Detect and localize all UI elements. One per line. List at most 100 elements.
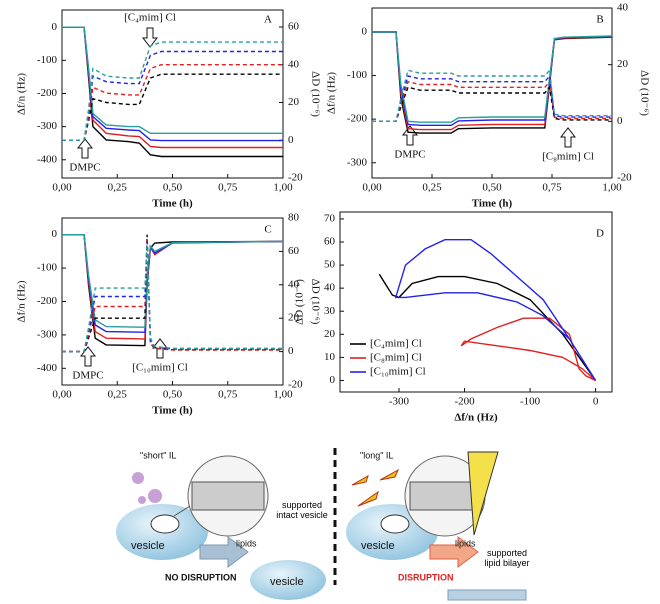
x-tick-label: 0,75 xyxy=(218,182,238,194)
il-molecule xyxy=(379,468,400,481)
long-il-wedge xyxy=(467,451,499,536)
y-tick-label: 20 xyxy=(324,328,336,340)
x-tick-label: 0,50 xyxy=(163,182,183,194)
x-tick-label: 0,75 xyxy=(542,182,562,194)
outcome: NO DISRUPTION xyxy=(165,572,237,582)
x-tick-label: 1,00 xyxy=(602,182,622,194)
label: supported lipid bilayer xyxy=(484,548,530,568)
x-tick-label: 0,50 xyxy=(163,389,183,401)
y-tick-label: -100 xyxy=(347,69,368,81)
y2-tick-label: 40 xyxy=(288,58,300,70)
y-tick-label: -100 xyxy=(37,54,58,66)
y2-tick-label: 20 xyxy=(288,312,300,324)
y-tick-label: 0 xyxy=(362,26,368,38)
x-tick-label: 0,25 xyxy=(108,389,128,401)
series-line xyxy=(62,26,283,158)
y2-tick-label: -20 xyxy=(617,172,632,184)
x-tick-label: 0,50 xyxy=(482,182,502,194)
series-line xyxy=(372,85,612,122)
schematic: "short" IL lipids vesicle supported inta… xyxy=(116,448,530,601)
plot-frame xyxy=(61,9,284,179)
legend-label: [C₄mim] Cl xyxy=(370,338,422,350)
arrow xyxy=(429,536,479,568)
y-tick-label: 60 xyxy=(324,236,336,248)
magnified-spot xyxy=(380,514,410,534)
outcome: DISRUPTION xyxy=(398,572,454,582)
y2-tick-label: -20 xyxy=(288,379,303,391)
annotation: DMPC xyxy=(69,162,100,174)
y-tick-label: -100 xyxy=(37,262,58,274)
series-line xyxy=(460,317,597,382)
series-line xyxy=(372,80,612,122)
x-axis-label: Time (h) xyxy=(472,198,513,210)
label: vesicle xyxy=(270,576,304,588)
y-axis-label: Δf/n (Hz) xyxy=(16,73,28,116)
x-tick-label: 0,00 xyxy=(52,182,72,194)
x-axis-label: Δf/n (Hz) xyxy=(454,412,498,424)
label: lipids xyxy=(455,538,476,548)
y-tick-label: 40 xyxy=(324,282,336,294)
x-tick-label: -300 xyxy=(389,396,410,408)
y-tick-label: -300 xyxy=(347,156,368,168)
series-line xyxy=(62,73,283,141)
y-tick-label: 0 xyxy=(330,374,336,386)
y2-tick-label: 40 xyxy=(288,278,300,290)
panel-letter: B xyxy=(596,14,603,26)
il-cluster xyxy=(138,496,146,504)
annotation: DMPC xyxy=(72,370,103,382)
label-box: supported intact vesicle xyxy=(276,500,328,520)
label: "short" IL xyxy=(140,450,176,460)
magnified-spot xyxy=(150,514,180,534)
annotation-arrow xyxy=(401,125,419,146)
x-axis-label: Time (h) xyxy=(152,405,193,417)
il-molecule xyxy=(357,490,379,507)
il-molecule xyxy=(351,474,369,486)
y2-tick-label: 80 xyxy=(288,212,300,224)
plot-frame xyxy=(339,211,613,393)
series-line xyxy=(62,241,283,353)
y-tick-label: 10 xyxy=(324,351,336,363)
y2-tick-label: 0 xyxy=(288,134,294,146)
y-tick-label: -300 xyxy=(37,120,58,132)
y-tick-label: 70 xyxy=(324,212,336,224)
label: vesicle xyxy=(361,540,395,552)
panel-letter: A xyxy=(264,14,272,26)
label-box: supported lipid bilayer xyxy=(484,548,530,568)
x-tick-label: 0,25 xyxy=(108,182,128,194)
x-tick-label: 1,00 xyxy=(273,389,293,401)
y-tick-label: -200 xyxy=(347,113,368,125)
x-tick-label: 0,00 xyxy=(362,182,382,194)
y2-tick-label: 60 xyxy=(288,245,300,257)
annotation-arrow xyxy=(79,346,97,367)
series-line xyxy=(62,244,283,353)
y2-tick-label: 40 xyxy=(617,2,629,14)
label: "long" IL xyxy=(360,450,393,460)
series-line xyxy=(62,26,283,134)
label: supported intact vesicle xyxy=(276,500,328,520)
series-line xyxy=(62,26,283,142)
y-tick-label: 50 xyxy=(324,259,336,271)
y-axis-label: ΔD (10⁻⁶) xyxy=(294,279,306,325)
annotation-arrow xyxy=(76,138,94,159)
annotation-arrow xyxy=(141,27,159,48)
y-tick-label: -300 xyxy=(37,328,58,340)
x-tick-label: 0,00 xyxy=(52,389,72,401)
y-tick-label: -400 xyxy=(37,362,58,374)
x-tick-label: 0,25 xyxy=(422,182,442,194)
label: vesicle xyxy=(131,540,165,552)
series-line xyxy=(372,68,612,122)
y-tick-label: 0 xyxy=(52,21,58,33)
series-line xyxy=(394,239,597,381)
panel-letter: D xyxy=(596,228,604,240)
y-tick-label: 30 xyxy=(324,305,336,317)
x-tick-label: 0 xyxy=(593,396,599,408)
series-line xyxy=(62,41,283,141)
y-axis-label: Δf/n (Hz) xyxy=(326,72,338,115)
legend-label: [C₈mim] Cl xyxy=(370,352,422,364)
y2-tick-label: 20 xyxy=(617,58,629,70)
y2-tick-label: 0 xyxy=(288,345,294,357)
bilayer xyxy=(409,481,483,511)
y2-axis-label: ΔD (10⁻⁶) xyxy=(638,70,650,116)
panel-letter: C xyxy=(264,224,271,236)
